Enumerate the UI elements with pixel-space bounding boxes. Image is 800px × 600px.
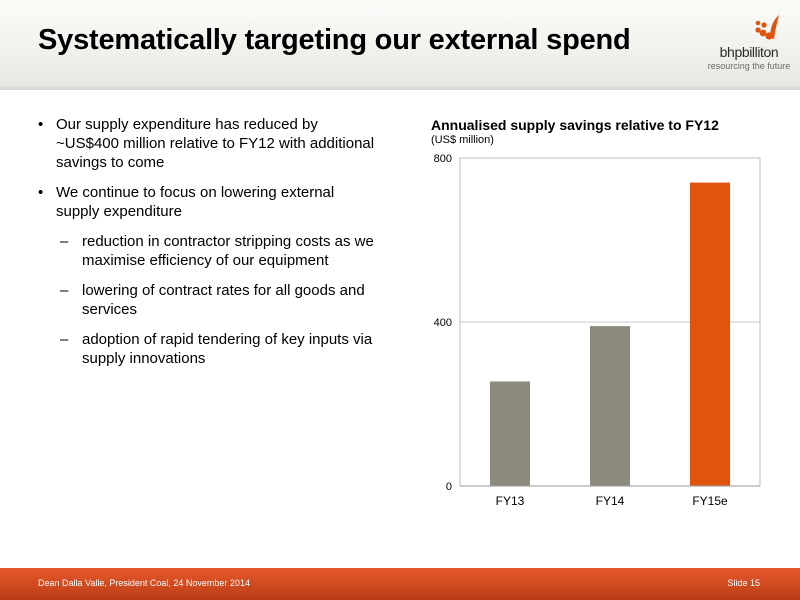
y-tick-label: 400 <box>434 317 452 329</box>
slide-title: Systematically targeting our external sp… <box>38 24 631 56</box>
y-tick-label: 0 <box>446 481 452 493</box>
logo-tagline: resourcing the future <box>707 61 791 71</box>
bhp-logo-mark-icon <box>755 15 779 40</box>
sub-bullet-item: adoption of rapid tendering of key input… <box>38 330 378 368</box>
x-tick-label: FY14 <box>596 494 625 508</box>
y-tick-label: 800 <box>434 153 452 165</box>
bullet-item: We continue to focus on lowering externa… <box>38 183 378 221</box>
sub-bullet-item: reduction in contractor stripping costs … <box>38 232 378 270</box>
bar-chart: 0 400 800 FY13 FY14 FY15e <box>434 153 761 508</box>
x-tick-label: FY15e <box>692 494 728 508</box>
footer-presenter: Dean Dalla Valle, President Coal, 24 Nov… <box>38 578 250 588</box>
bullet-list: Our supply expenditure has reduced by ~U… <box>38 115 378 379</box>
sub-bullet-item: lowering of contract rates for all goods… <box>38 281 378 319</box>
slide-number: Slide 15 <box>727 578 760 588</box>
chart-title: Annualised supply savings relative to FY… <box>431 117 719 133</box>
logo-name: bhpbilliton <box>719 44 779 60</box>
header-divider <box>0 86 800 90</box>
bar-fy14 <box>590 326 630 486</box>
slide-header: Systematically targeting our external sp… <box>0 0 800 86</box>
bullet-item: Our supply expenditure has reduced by ~U… <box>38 115 378 172</box>
bhp-logo: bhpbilliton resourcing the future <box>707 14 791 80</box>
x-tick-label: FY13 <box>496 494 525 508</box>
chart-subtitle: (US$ million) <box>431 134 494 146</box>
bar-fy15e <box>690 182 730 486</box>
bar-fy13 <box>490 381 530 486</box>
slide-footer: Dean Dalla Valle, President Coal, 24 Nov… <box>0 568 800 600</box>
